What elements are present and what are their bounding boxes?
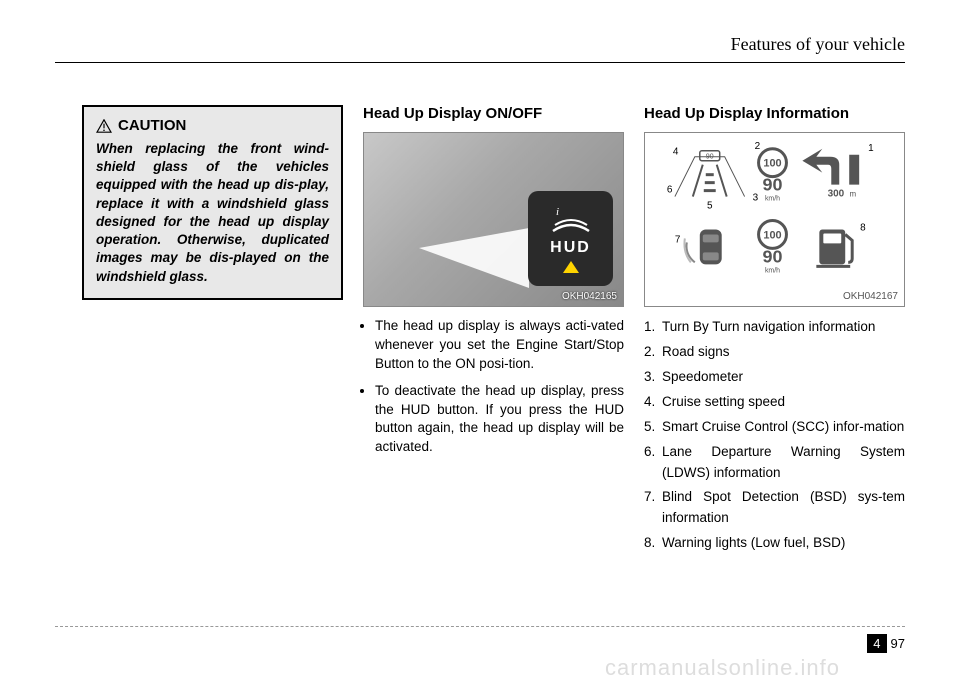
list-num: 5. xyxy=(644,417,662,438)
svg-text:m: m xyxy=(850,190,857,199)
svg-text:100: 100 xyxy=(763,158,781,170)
page-footer: 4 97 xyxy=(867,634,905,653)
svg-text:km/h: km/h xyxy=(765,196,780,203)
list-item: 3.Speedometer xyxy=(644,367,905,388)
caution-title: CAUTION xyxy=(96,117,329,134)
svg-text:6: 6 xyxy=(667,185,673,196)
figure2-caption: OKH042167 xyxy=(843,291,898,302)
column-2: Head Up Display ON/OFF i HUD OKH042165 T… xyxy=(363,105,624,558)
list-text: Blind Spot Detection (BSD) sys-tem infor… xyxy=(662,487,905,529)
content-columns: CAUTION When replacing the front wind-sh… xyxy=(82,105,905,558)
list-item: 2.Road signs xyxy=(644,342,905,363)
list-item: 5.Smart Cruise Control (SCC) infor-matio… xyxy=(644,417,905,438)
figure1-caption: OKH042165 xyxy=(562,291,617,302)
column-3: Head Up Display Information 90 4 5 6 xyxy=(644,105,905,558)
hud-button-badge: i HUD xyxy=(528,191,613,286)
hud-icon: i xyxy=(549,205,593,235)
svg-text:7: 7 xyxy=(675,234,681,245)
hud-onoff-figure: i HUD OKH042165 xyxy=(363,132,624,307)
bullet-item: To deactivate the head up display, press… xyxy=(375,382,624,458)
list-text: Smart Cruise Control (SCC) infor-mation xyxy=(662,417,905,438)
list-text: Road signs xyxy=(662,342,905,363)
list-num: 7. xyxy=(644,487,662,529)
svg-text:100: 100 xyxy=(763,229,781,241)
list-num: 3. xyxy=(644,367,662,388)
col2-bullets: The head up display is always acti-vated… xyxy=(363,317,624,457)
svg-text:5: 5 xyxy=(707,201,713,212)
svg-text:3: 3 xyxy=(753,193,759,204)
svg-text:1: 1 xyxy=(868,143,874,154)
svg-text:90: 90 xyxy=(763,246,783,266)
list-num: 2. xyxy=(644,342,662,363)
page-header: Features of your vehicle xyxy=(731,34,905,55)
svg-text:90: 90 xyxy=(706,154,714,161)
caution-box: CAUTION When replacing the front wind-sh… xyxy=(82,105,343,300)
svg-text:90: 90 xyxy=(763,175,783,195)
list-text: Lane Departure Warning System (LDWS) inf… xyxy=(662,442,905,484)
page-number: 97 xyxy=(891,636,905,651)
list-num: 4. xyxy=(644,392,662,413)
svg-text:300: 300 xyxy=(828,189,845,200)
col3-title: Head Up Display Information xyxy=(644,105,905,122)
pointer-triangle xyxy=(419,228,529,288)
caution-icon xyxy=(96,119,112,133)
chapter-number: 4 xyxy=(867,634,886,653)
svg-text:km/h: km/h xyxy=(765,267,780,274)
list-text: Turn By Turn navigation information xyxy=(662,317,905,338)
header-rule xyxy=(55,62,905,63)
column-1: CAUTION When replacing the front wind-sh… xyxy=(82,105,343,558)
caution-body: When replacing the front wind-shield gla… xyxy=(96,140,329,286)
footer-dashed-rule xyxy=(55,626,905,627)
list-num: 8. xyxy=(644,533,662,554)
svg-text:2: 2 xyxy=(755,141,761,152)
hud-info-figure: 90 4 5 6 100 90 km/h 2 3 xyxy=(644,132,905,307)
bullet-item: The head up display is always acti-vated… xyxy=(375,317,624,374)
list-item: 6.Lane Departure Warning System (LDWS) i… xyxy=(644,442,905,484)
list-item: 1.Turn By Turn navigation information xyxy=(644,317,905,338)
hud-arrow-icon xyxy=(563,261,579,273)
hud-info-diagram: 90 4 5 6 100 90 km/h 2 3 xyxy=(645,133,904,306)
svg-text:i: i xyxy=(556,206,559,218)
list-item: 7.Blind Spot Detection (BSD) sys-tem inf… xyxy=(644,487,905,529)
svg-text:4: 4 xyxy=(673,147,679,158)
caution-title-text: CAUTION xyxy=(118,117,186,134)
list-item: 8.Warning lights (Low fuel, BSD) xyxy=(644,533,905,554)
hud-label: HUD xyxy=(550,239,591,257)
col3-numbered-list: 1.Turn By Turn navigation information 2.… xyxy=(644,317,905,554)
svg-text:8: 8 xyxy=(860,222,866,233)
list-text: Speedometer xyxy=(662,367,905,388)
watermark: carmanualsonline.info xyxy=(605,655,840,681)
col2-title: Head Up Display ON/OFF xyxy=(363,105,624,122)
list-num: 1. xyxy=(644,317,662,338)
list-item: 4.Cruise setting speed xyxy=(644,392,905,413)
list-num: 6. xyxy=(644,442,662,484)
list-text: Cruise setting speed xyxy=(662,392,905,413)
list-text: Warning lights (Low fuel, BSD) xyxy=(662,533,905,554)
